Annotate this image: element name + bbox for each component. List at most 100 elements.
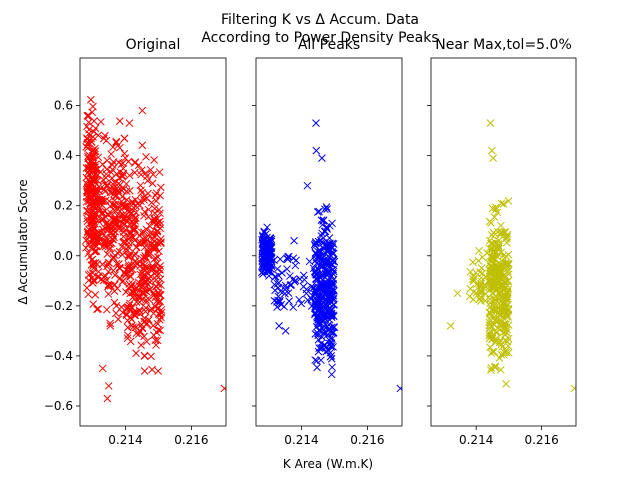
data-point — [496, 365, 505, 374]
data-point — [476, 297, 485, 305]
data-point — [315, 326, 323, 335]
data-point — [500, 273, 508, 282]
data-point — [148, 179, 157, 188]
x-tick-label: 0.216 — [350, 433, 384, 447]
data-point — [116, 143, 124, 152]
data-point — [156, 326, 164, 335]
data-point — [119, 164, 128, 173]
data-point — [490, 295, 499, 304]
data-point — [138, 188, 146, 197]
data-point — [138, 324, 147, 333]
data-point — [142, 153, 150, 161]
data-point — [104, 258, 113, 267]
data-point — [98, 260, 107, 269]
data-point — [83, 284, 91, 292]
data-point — [156, 311, 164, 319]
data-point — [144, 249, 152, 257]
data-point — [122, 202, 131, 211]
x-tick-label: 0.214 — [108, 433, 142, 447]
data-point — [500, 308, 508, 317]
data-point — [141, 237, 150, 245]
data-point — [501, 299, 509, 308]
data-point — [148, 265, 157, 274]
data-point — [128, 280, 137, 288]
data-point — [325, 240, 334, 249]
data-point — [476, 281, 485, 290]
data-point — [103, 394, 112, 403]
data-point — [322, 241, 331, 249]
data-point — [94, 131, 103, 140]
data-point — [83, 122, 91, 131]
data-point — [140, 211, 148, 220]
plot-frame — [255, 57, 403, 427]
figure-title-line-2: According to Power Density Peaks — [201, 30, 438, 46]
data-point — [145, 286, 154, 294]
data-point — [153, 304, 161, 313]
data-point — [492, 337, 500, 345]
data-point — [125, 119, 134, 127]
data-point — [109, 235, 118, 244]
data-point — [258, 245, 267, 254]
data-point — [121, 226, 130, 234]
data-point — [88, 146, 97, 155]
data-point — [152, 197, 161, 205]
data-point — [491, 338, 500, 347]
data-point — [320, 296, 329, 305]
data-point — [155, 247, 163, 256]
data-point — [485, 318, 494, 327]
data-point — [104, 290, 113, 298]
data-point — [97, 197, 106, 206]
data-point — [139, 271, 147, 280]
data-point — [570, 384, 576, 393]
data-point — [496, 310, 505, 319]
data-point — [90, 217, 99, 226]
data-point — [329, 269, 337, 278]
data-point — [97, 234, 106, 242]
data-point — [321, 341, 329, 349]
data-point — [110, 281, 119, 289]
data-point — [120, 134, 129, 143]
data-point — [124, 261, 133, 269]
data-point — [491, 295, 500, 304]
data-point — [152, 272, 161, 280]
data-point — [137, 228, 146, 237]
data-point — [137, 341, 145, 350]
data-point — [486, 119, 495, 127]
data-point — [83, 214, 91, 223]
data-point — [112, 259, 121, 268]
data-point — [150, 244, 159, 253]
data-point — [103, 156, 112, 165]
data-point — [313, 301, 322, 310]
data-point — [122, 195, 131, 204]
data-point — [87, 134, 96, 143]
y-tick-label: 0.4 — [54, 149, 73, 163]
data-point — [150, 156, 158, 164]
data-point — [486, 262, 495, 271]
data-point — [115, 117, 124, 125]
data-point — [502, 258, 511, 267]
data-point — [281, 285, 289, 294]
data-point — [99, 276, 108, 285]
data-point — [106, 322, 115, 330]
data-point — [488, 288, 497, 297]
data-point — [258, 253, 267, 262]
x-tick-label: 0.216 — [174, 433, 208, 447]
data-point — [99, 197, 107, 206]
data-point — [110, 215, 119, 224]
data-point — [146, 165, 155, 174]
data-point — [150, 255, 158, 264]
data-point — [488, 347, 497, 356]
data-point — [155, 265, 163, 274]
data-point — [147, 352, 155, 361]
data-point — [131, 158, 139, 167]
data-point — [128, 288, 137, 297]
data-point — [292, 256, 301, 265]
data-point — [94, 153, 103, 162]
data-point — [317, 254, 326, 263]
data-point — [504, 259, 513, 268]
data-point — [469, 272, 478, 281]
y-tick-label: 0.0 — [54, 249, 73, 263]
data-point — [492, 329, 501, 337]
data-point — [140, 332, 148, 341]
y-tick-label: −0.6 — [44, 399, 73, 413]
